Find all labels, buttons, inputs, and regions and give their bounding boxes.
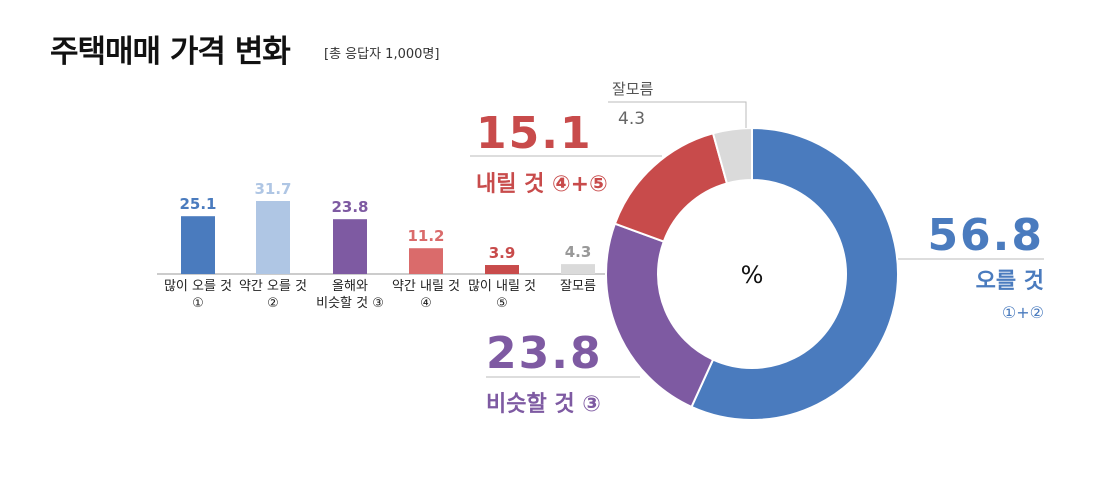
bar-value-label: 3.9 [489,244,516,262]
callout-label-down: 내릴 것 ④+⑤ [476,172,608,197]
bar [561,264,595,274]
callout-value-down: 15.1 [476,108,593,159]
bar-category-label: 잘모름 [560,279,596,294]
bar [181,216,215,274]
bar-category-label: 약간 내릴 것 [392,279,460,294]
bar-value-label: 31.7 [254,180,291,198]
bar-value-label: 25.1 [179,195,216,213]
callout-sub-up: ①+② [1002,303,1044,322]
bar-category-label: ② [267,296,279,311]
donut-center-label: % [741,261,764,289]
bar-category-label: 올해와 [332,279,368,294]
callout-label-up: 오를 것 [976,269,1044,294]
bar-category-label: 많이 오를 것 [164,279,232,294]
bar [485,265,519,274]
bar-category-label: 비슷할 것 ③ [316,296,384,311]
callout-leader-unknown [608,101,747,128]
donut-slice-down [613,132,729,243]
bar-value-label: 4.3 [565,243,592,261]
bar-category-label: ④ [420,296,432,311]
donut-slice-unknown [711,126,753,185]
bar-category-label: 약간 오를 것 [239,279,307,294]
bar [333,219,367,274]
bar-category-label: 많이 내릴 것 [468,279,536,294]
bar [409,248,443,274]
donut-slice-same [605,222,715,409]
donut-slice-up [690,126,899,421]
callout-label-unknown: 잘모름 [612,80,654,98]
chart-subtitle: [총 응답자 1,000명] [324,47,440,62]
callout-value-same: 23.8 [486,328,603,379]
bar-value-label: 23.8 [331,198,368,216]
bar-category-label: ⑤ [496,296,508,311]
chart-title: 주택매매 가격 변화 [50,34,291,70]
bar [256,201,290,274]
bar-category-label: ① [192,296,204,311]
callout-label-same: 비슷할 것 ③ [486,392,601,417]
callout-value-up: 56.8 [927,210,1044,261]
callout-value-unknown: 4.3 [618,109,645,129]
bar-value-label: 11.2 [407,227,444,245]
